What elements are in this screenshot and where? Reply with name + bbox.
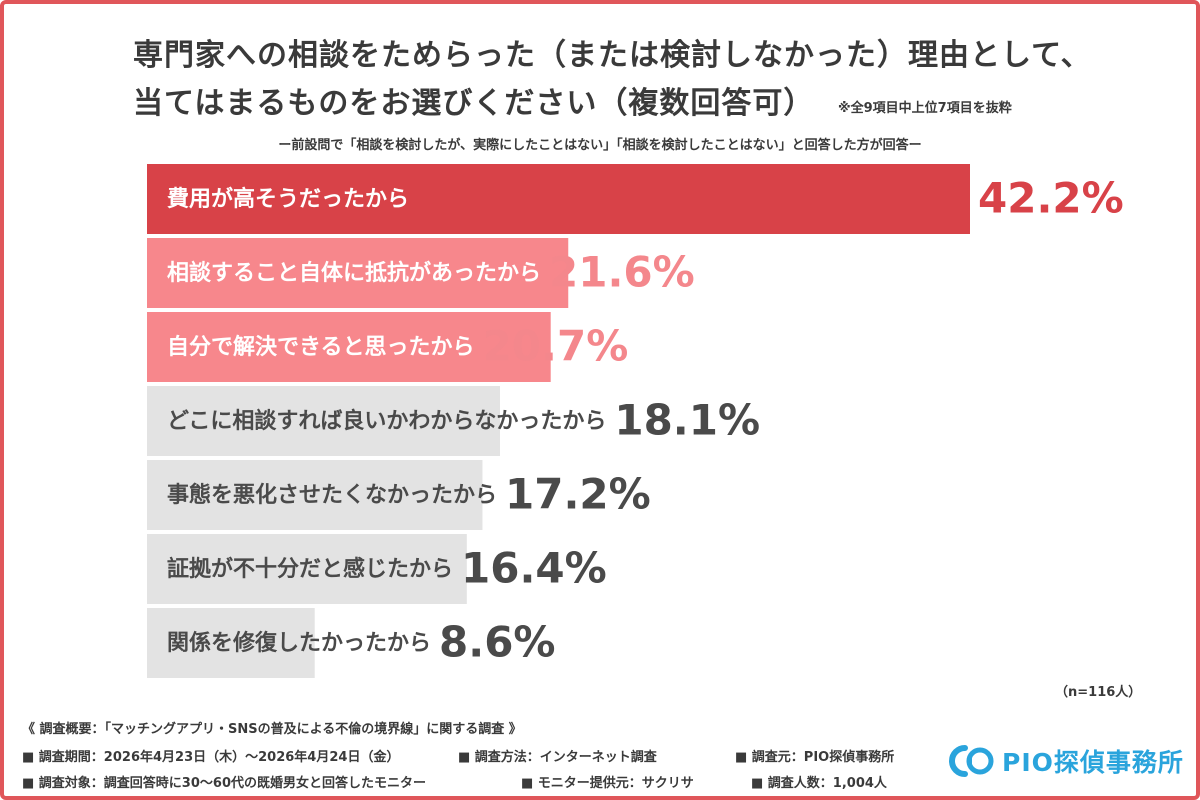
survey-method: ■ 調査方法：インターネット調査 — [458, 750, 657, 765]
sample-size-label: （n=116人） — [1055, 685, 1142, 700]
category-label-2: 相談すること自体に抵抗があったから — [167, 260, 541, 286]
bar-2 — [147, 238, 569, 308]
category-label-3: 自分で解決できると思ったから — [167, 334, 475, 360]
value-label-7: 8.6% — [439, 618, 555, 667]
chart-title-line1: 専門家への相談をためらった（または検討しなかった）理由として、 — [133, 38, 1092, 73]
bar-7 — [147, 608, 315, 678]
survey-period: ■ 調査期間：2026年4月23日（木）〜2026年4月24日（金） — [22, 750, 400, 765]
survey-source: ■ 調査元：PIO探偵事務所 — [735, 750, 895, 765]
value-label-6: 16.4% — [461, 544, 607, 593]
value-label-5: 17.2% — [505, 470, 651, 519]
bar-5 — [147, 460, 483, 530]
value-label-4: 18.1% — [614, 396, 760, 445]
bar-6 — [147, 534, 467, 604]
value-label-1: 42.2% — [978, 174, 1124, 223]
logo-text: PIO探偵事務所 — [1002, 748, 1184, 777]
category-label-4: どこに相談すれば良いかわからなかったから — [167, 408, 606, 434]
survey-overview: 《 調査概要：「マッチングアプリ・SNSの普及による不倫の境界線」に関する調査 … — [22, 722, 522, 737]
monitor-provider: ■ モニター提供元：サクリサ — [521, 776, 694, 791]
value-label-2: 21.6% — [549, 248, 695, 297]
survey-target: ■ 調査対象：調査回答時に30〜60代の既婚男女と回答したモニター — [22, 776, 426, 791]
selection-note: ※全9項目中上位7項目を抜粋 — [838, 101, 1012, 116]
bar-1 — [147, 164, 970, 234]
chart-subtitle: ー前設問で「相談を検討したが、実際にしたことはない」「相談を検討したことはない」… — [278, 138, 922, 153]
pio-logo: PIO探偵事務所 — [948, 744, 1184, 778]
category-label-6: 証拠が不十分だと感じたから — [167, 556, 453, 582]
category-label-5: 事態を悪化させたくなかったから — [167, 482, 497, 508]
bar-4 — [147, 386, 500, 456]
magnifier-logo-icon — [949, 745, 994, 777]
category-label-1: 費用が高そうだったから — [167, 186, 409, 212]
chart-title-line2: 当てはまるものをお選びください（複数回答可） — [133, 86, 815, 121]
bar-3 — [147, 312, 551, 382]
value-label-3: 20.7% — [483, 322, 629, 371]
category-label-7: 関係を修復したかったから — [167, 630, 431, 656]
survey-count: ■ 調査人数：1,004人 — [751, 776, 887, 791]
